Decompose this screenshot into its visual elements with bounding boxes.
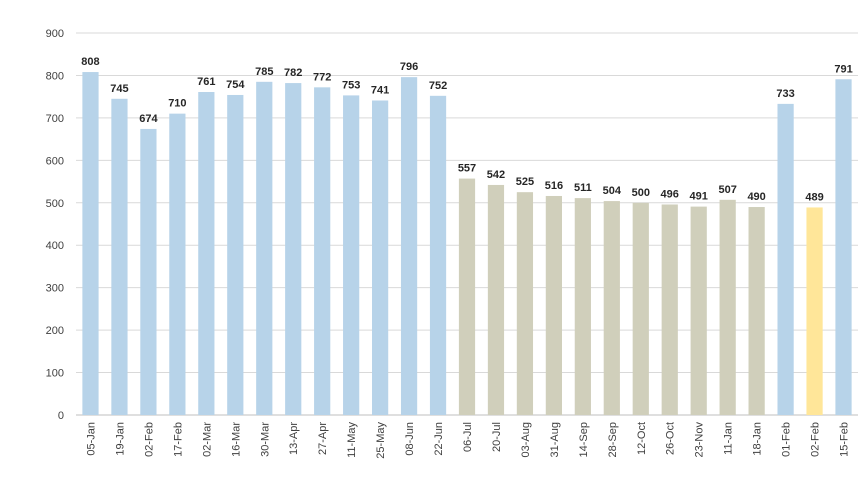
data-labels: 808 745 674 710 761 754 785 782 772 753 741 796 752 5… bbox=[81, 56, 852, 203]
data-label: 761 bbox=[197, 76, 215, 88]
data-label: 808 bbox=[81, 56, 99, 68]
x-tick-label: 22-Jun bbox=[433, 422, 445, 456]
bar bbox=[777, 103, 794, 415]
y-tick-label: 400 bbox=[46, 240, 64, 252]
data-label: 557 bbox=[458, 163, 476, 175]
bar bbox=[458, 178, 476, 415]
x-tick-label: 05-Jan bbox=[85, 422, 97, 456]
data-label: 491 bbox=[690, 191, 708, 203]
bar bbox=[140, 128, 157, 415]
bar bbox=[487, 184, 505, 415]
data-label: 490 bbox=[747, 191, 765, 203]
x-tick-label: 16-Mar bbox=[230, 422, 242, 457]
data-label: 525 bbox=[516, 176, 534, 188]
x-tick-label: 15-Feb bbox=[839, 422, 851, 457]
x-tick-label: 31-Aug bbox=[549, 422, 561, 457]
data-label: 496 bbox=[661, 188, 679, 200]
data-label: 489 bbox=[805, 191, 823, 203]
x-tick-label: 11-Jan bbox=[723, 422, 735, 455]
bar bbox=[632, 202, 649, 415]
x-tick-label: 11-May bbox=[346, 422, 358, 458]
bar bbox=[285, 83, 302, 415]
bar bbox=[690, 206, 707, 415]
x-tick-label: 12-Oct bbox=[636, 422, 648, 455]
x-tick-label: 20-Jul bbox=[491, 422, 503, 452]
bar bbox=[516, 192, 534, 415]
x-tick-label: 28-Sep bbox=[607, 422, 619, 457]
data-label: 710 bbox=[168, 98, 186, 110]
x-tick-label: 19-Jan bbox=[114, 422, 126, 456]
bar bbox=[82, 72, 99, 415]
bar bbox=[343, 95, 360, 415]
y-tick-label: 500 bbox=[46, 198, 64, 210]
bar bbox=[719, 199, 736, 415]
y-tick-label: 200 bbox=[46, 325, 64, 337]
bar bbox=[574, 198, 591, 415]
x-tick-label: 14-Sep bbox=[578, 422, 590, 457]
bar bbox=[111, 98, 128, 416]
x-tick-label: 26-Oct bbox=[665, 422, 677, 455]
bar bbox=[256, 81, 273, 416]
data-label: 507 bbox=[718, 184, 736, 196]
y-tick-label: 900 bbox=[46, 28, 64, 40]
x-tick-label: 27-Apr bbox=[317, 422, 329, 455]
y-tick-label: 600 bbox=[46, 155, 64, 167]
x-tick-label: 23-Nov bbox=[694, 422, 706, 458]
bars bbox=[82, 72, 852, 416]
data-label: 782 bbox=[284, 67, 302, 79]
bar bbox=[169, 113, 186, 416]
x-tick-label: 01-Feb bbox=[781, 422, 793, 457]
x-tick-label: 02-Feb bbox=[143, 422, 155, 457]
bar bbox=[806, 207, 823, 415]
y-axis-ticks: 0 100 200 300 400 500 600 700 800 900 bbox=[46, 28, 64, 422]
y-tick-label: 100 bbox=[46, 368, 64, 380]
bar bbox=[835, 79, 852, 416]
data-label: 733 bbox=[776, 88, 794, 100]
data-label: 511 bbox=[574, 182, 592, 194]
x-tick-label: 13-Apr bbox=[288, 422, 300, 455]
data-label: 785 bbox=[255, 66, 273, 78]
bar bbox=[198, 91, 215, 416]
data-label: 741 bbox=[371, 84, 389, 96]
bar bbox=[748, 207, 765, 415]
bar bbox=[314, 87, 331, 415]
bar bbox=[429, 95, 447, 415]
data-label: 674 bbox=[139, 113, 158, 125]
x-tick-label: 30-Mar bbox=[259, 422, 271, 457]
x-tick-label: 17-Feb bbox=[172, 422, 184, 457]
data-label: 516 bbox=[545, 180, 563, 192]
x-tick-label: 25-May bbox=[375, 422, 387, 459]
x-tick-label: 02-Feb bbox=[810, 422, 822, 457]
data-label: 754 bbox=[226, 79, 245, 91]
y-tick-label: 700 bbox=[46, 113, 64, 125]
data-label: 542 bbox=[487, 169, 505, 181]
bar bbox=[227, 94, 244, 416]
bar bbox=[545, 195, 562, 415]
x-axis-ticks: 05-Jan 19-Jan 02-Feb 17-Feb 02-Mar 16-Mar 30-M… bbox=[85, 422, 850, 459]
bar bbox=[603, 201, 620, 415]
x-tick-label: 18-Jan bbox=[752, 422, 764, 456]
data-label: 752 bbox=[429, 80, 447, 92]
data-label: 500 bbox=[632, 187, 650, 199]
bar bbox=[372, 100, 389, 415]
x-tick-label: 06-Jul bbox=[462, 422, 474, 452]
data-label: 796 bbox=[400, 61, 418, 73]
x-tick-label: 02-Mar bbox=[201, 422, 213, 457]
bar bbox=[400, 77, 418, 416]
data-label: 504 bbox=[603, 185, 622, 197]
y-tick-label: 300 bbox=[46, 283, 64, 295]
bar bbox=[661, 204, 678, 415]
data-label: 745 bbox=[110, 83, 128, 95]
data-label: 753 bbox=[342, 79, 360, 91]
data-label: 772 bbox=[313, 71, 331, 83]
y-tick-label: 800 bbox=[46, 70, 64, 82]
data-label: 791 bbox=[834, 63, 852, 75]
x-tick-label: 08-Jun bbox=[404, 422, 416, 456]
y-tick-label: 0 bbox=[58, 410, 64, 422]
x-tick-label: 03-Aug bbox=[520, 422, 532, 457]
